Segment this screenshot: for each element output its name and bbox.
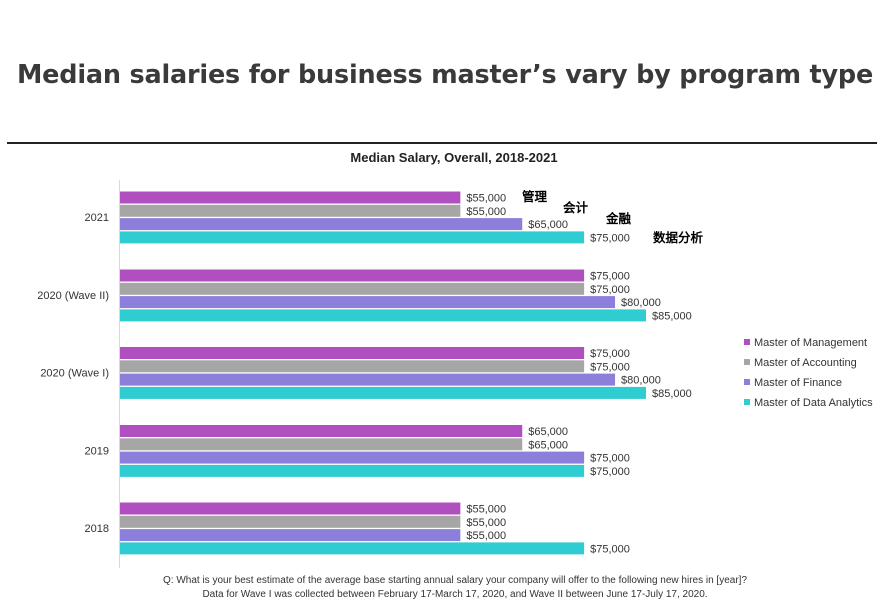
data-label: $65,000	[528, 219, 568, 231]
data-label: $75,000	[590, 232, 630, 244]
data-label: $75,000	[590, 361, 630, 373]
annotation-label: 数据分析	[652, 230, 704, 245]
data-label: $75,000	[590, 543, 630, 555]
data-label: $55,000	[466, 517, 506, 529]
bar-master-of-finance-2020-wave-i-	[120, 373, 616, 386]
category-label: 2020 (Wave I)	[40, 368, 109, 380]
category-label: 2018	[85, 523, 109, 535]
data-label: $75,000	[590, 284, 630, 296]
bar-master-of-management-2019	[120, 425, 523, 437]
legend-swatch	[744, 399, 750, 405]
legend-label: Master of Finance	[754, 377, 842, 389]
bar-master-of-accounting-2020-wave-ii-	[120, 282, 585, 295]
legend-label: Master of Management	[754, 337, 867, 349]
annotation-label: 会计	[563, 200, 589, 215]
bar-master-of-management-2020-wave-i-	[120, 347, 585, 359]
bar-master-of-finance-2021	[120, 218, 523, 231]
footnote-question: Q: What is your best estimate of the ave…	[163, 575, 747, 586]
footnote-data-dates: Data for Wave I was collected between Fe…	[202, 589, 708, 600]
bar-master-of-data-analytics-2019	[120, 464, 585, 477]
data-label: $80,000	[621, 375, 661, 387]
bar-master-of-accounting-2021	[120, 204, 461, 217]
category-label: 2020 (Wave II)	[37, 290, 109, 302]
legend: Master of Management Master of Accounting…	[744, 337, 873, 409]
bar-master-of-management-2018	[120, 502, 461, 515]
bar-master-of-data-analytics-2018	[120, 542, 585, 555]
category-labels-layer: 2021 2020 (Wave II) 2020 (Wave I) 2019 2018	[37, 212, 109, 535]
data-label: $55,000	[466, 530, 506, 542]
bar-master-of-accounting-2019	[120, 438, 523, 451]
bars-layer	[120, 191, 646, 555]
bar-master-of-data-analytics-2020-wave-i-	[120, 386, 646, 399]
data-label: $55,000	[466, 193, 506, 205]
data-label: $55,000	[466, 504, 506, 516]
data-label: $75,000	[590, 453, 630, 465]
bar-master-of-management-2020-wave-ii-	[120, 269, 585, 282]
bar-master-of-finance-2018	[120, 529, 461, 542]
category-label: 2021	[85, 212, 109, 224]
data-label: $80,000	[621, 297, 661, 309]
legend-swatch	[744, 379, 750, 385]
data-label: $75,000	[590, 271, 630, 283]
legend-swatch	[744, 359, 750, 365]
bar-master-of-accounting-2020-wave-i-	[120, 360, 585, 373]
bar-master-of-data-analytics-2020-wave-ii-	[120, 309, 646, 322]
data-label: $65,000	[528, 426, 568, 438]
bar-master-of-data-analytics-2021	[120, 231, 585, 244]
title-divider	[7, 142, 877, 144]
category-label: 2019	[85, 446, 109, 458]
data-label: $85,000	[652, 388, 692, 400]
legend-swatch	[744, 339, 750, 345]
legend-label: Master of Accounting	[754, 357, 857, 369]
bar-master-of-finance-2019	[120, 451, 585, 464]
data-label: $55,000	[466, 206, 506, 218]
legend-label: Master of Data Analytics	[754, 397, 873, 409]
annotation-label: 管理	[522, 189, 548, 204]
bar-master-of-finance-2020-wave-ii-	[120, 296, 616, 309]
chart-title: Median Salary, Overall, 2018-2021	[350, 150, 557, 165]
data-label: $75,000	[590, 466, 630, 478]
data-label: $85,000	[652, 310, 692, 322]
data-label: $65,000	[528, 439, 568, 451]
data-label: $75,000	[590, 348, 630, 360]
bar-master-of-accounting-2018	[120, 515, 461, 528]
value-labels-layer: $55,000$55,000$65,000$75,000$75,000$75,0…	[466, 193, 691, 556]
page-headline: Median salaries for business master’s va…	[17, 60, 874, 90]
bar-master-of-management-2021	[120, 191, 461, 204]
annotation-label: 金融	[605, 211, 632, 226]
